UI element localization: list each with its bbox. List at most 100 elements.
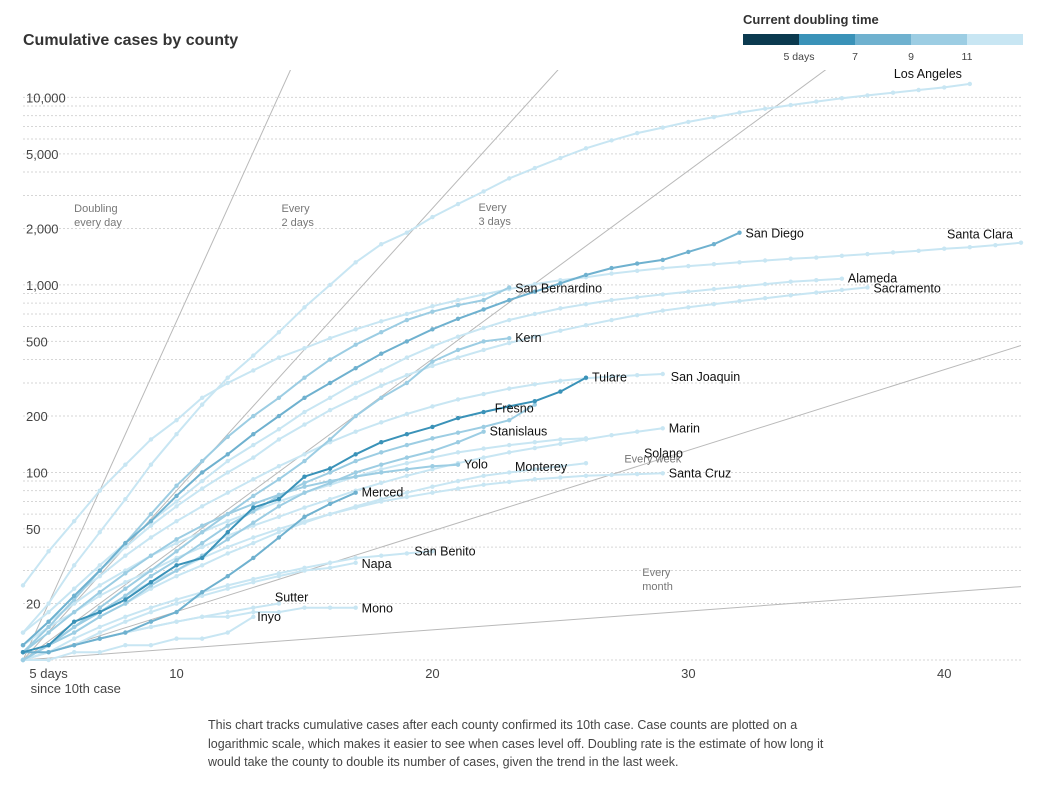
point-los-angeles-35 (814, 99, 819, 104)
point-san-benito-12 (225, 583, 230, 588)
label-inyo: Inyo (257, 610, 281, 624)
point-mono-16 (327, 605, 333, 610)
point-san-diego-30 (686, 249, 691, 255)
legend-bin-5 (967, 34, 1023, 45)
point-santa-cruz-12 (225, 544, 230, 550)
point-solano-25 (558, 437, 563, 442)
point-sacramento-21 (455, 355, 461, 360)
point-los-angeles-12 (225, 375, 230, 380)
point-sacramento-20 (430, 363, 435, 369)
point-san-bernardino-19 (404, 317, 410, 323)
point-los-angeles-7 (97, 530, 102, 535)
point-sacramento-30 (686, 305, 691, 310)
point-stanislaus-8 (123, 601, 128, 606)
point-san-joaquin-10 (174, 518, 179, 524)
point-alameda-4 (20, 630, 26, 635)
series-kern (20, 335, 512, 663)
point-tulare-14 (276, 497, 282, 502)
point-santa-cruz-22 (481, 482, 486, 487)
point-inyo-8 (123, 642, 128, 648)
point-solano-19 (404, 461, 410, 466)
point-san-joaquin-18 (379, 420, 384, 425)
point-alameda-14 (276, 427, 282, 432)
point-marin-18 (379, 480, 384, 486)
point-inyo-10 (174, 636, 179, 641)
point-san-benito-6 (71, 636, 77, 641)
point-los-angeles-16 (327, 282, 333, 288)
point-san-diego-26 (583, 272, 589, 278)
point-kern-16 (327, 437, 333, 442)
point-stanislaus-6 (71, 630, 77, 635)
series-line-santa-clara (22, 241, 1022, 587)
point-santa-cruz-24 (532, 477, 537, 482)
point-sacramento-12 (225, 470, 230, 475)
point-fresno-19 (404, 442, 410, 448)
series-line-san-joaquin (22, 373, 663, 646)
series-alameda (20, 276, 845, 635)
point-sacramento-34 (788, 293, 793, 298)
point-san-bernardino-18 (379, 329, 384, 335)
label-stanislaus: Stanislaus (490, 425, 548, 439)
point-kern-18 (379, 395, 384, 401)
point-san-bernardino-6 (71, 597, 77, 602)
label-san-bernardino: San Bernardino (515, 281, 602, 295)
point-merced-13 (251, 555, 256, 561)
point-los-angeles-9 (148, 462, 154, 467)
ref-line-every-month (23, 586, 1021, 661)
series-merced (20, 490, 358, 655)
point-stanislaus-19 (404, 455, 410, 460)
point-los-angeles-31 (711, 114, 717, 120)
point-san-diego-11 (199, 470, 205, 475)
point-santa-clara-27 (609, 271, 614, 276)
point-santa-cruz-23 (507, 479, 512, 485)
point-marin-28 (634, 429, 640, 434)
point-alameda-11 (199, 478, 205, 484)
point-sacramento-36 (839, 287, 845, 293)
point-san-diego-23 (507, 297, 512, 303)
point-yolo-14 (276, 492, 282, 498)
point-napa-7 (97, 630, 102, 635)
point-solano-18 (379, 467, 384, 472)
point-marin-15 (302, 505, 307, 510)
point-san-joaquin-22 (481, 391, 486, 397)
point-sacramento-33 (762, 295, 768, 301)
point-alameda-32 (737, 284, 742, 289)
series-line-kern (22, 337, 510, 661)
point-inyo-12 (225, 630, 230, 635)
point-san-diego-12 (225, 452, 230, 457)
point-san-diego-5 (46, 619, 51, 624)
point-yolo-21 (455, 462, 461, 467)
point-sacramento-19 (404, 373, 410, 378)
point-san-bernardino-16 (327, 357, 333, 362)
point-los-angeles-13 (251, 353, 256, 358)
point-napa-16 (327, 565, 333, 571)
point-kern-10 (174, 549, 179, 554)
point-san-joaquin-12 (225, 490, 230, 495)
point-monterey-21 (455, 478, 461, 484)
label-mono: Mono (362, 602, 393, 616)
point-kern-15 (302, 458, 307, 464)
ref-label-every-month: Every month (642, 567, 673, 593)
point-santa-clara-5 (46, 549, 51, 554)
point-kern-17 (353, 413, 358, 419)
point-stanislaus-12 (225, 537, 230, 542)
point-mono-14 (276, 609, 282, 615)
label-alameda: Alameda (848, 272, 897, 286)
label-los-angeles: Los Angeles (894, 67, 962, 81)
point-monterey-24 (532, 467, 537, 472)
ref-label-doubling-every-day: Doubling every day (74, 203, 122, 229)
point-mono-11 (199, 614, 205, 619)
label-fresno: Fresno (495, 402, 534, 416)
point-tulare-21 (455, 415, 461, 421)
ref-label-every-2-days: Every 2 days (281, 203, 314, 229)
point-kern-7 (97, 605, 102, 610)
point-merced-6 (71, 642, 77, 648)
point-san-joaquin-14 (276, 463, 282, 469)
point-merced-17 (353, 490, 358, 495)
point-los-angeles-15 (302, 305, 307, 310)
point-fresno-11 (199, 540, 205, 546)
point-alameda-23 (507, 317, 512, 323)
label-solano: Solano (644, 446, 683, 460)
series-line-los-angeles (22, 82, 970, 634)
point-san-diego-19 (404, 339, 410, 344)
